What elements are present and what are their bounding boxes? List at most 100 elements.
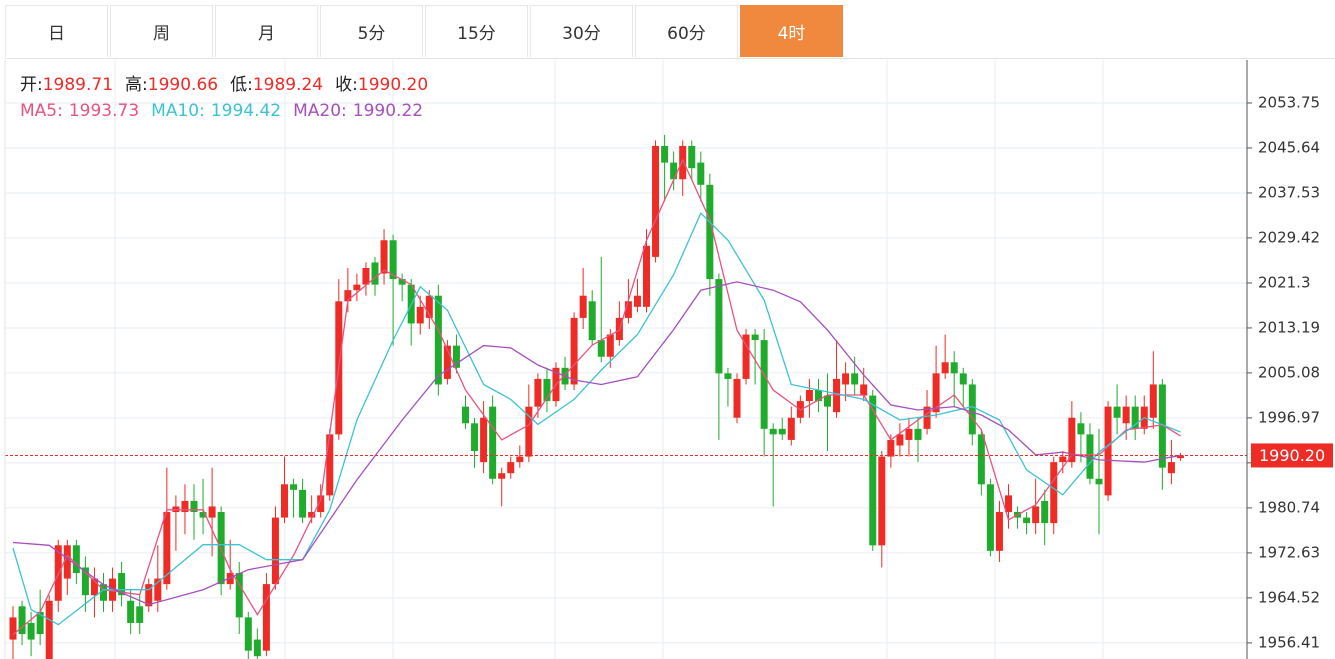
legend-item: MA20: 1990.22 [293,101,423,121]
candle-body [923,406,931,429]
y-tick-label: 1964.52 [1258,588,1320,606]
candle-body [977,434,985,485]
period-tab[interactable]: 月 [215,5,318,57]
candle-body [896,434,904,446]
ohlc-label: 高: [125,75,148,95]
candle-body [1077,423,1085,435]
last-price-label: 1990.20 [1259,446,1325,465]
candle-body [18,606,26,635]
period-tab[interactable]: 15分 [425,5,528,57]
candle-body [1005,495,1012,513]
candle-body [950,362,958,374]
candle-body [1167,462,1175,474]
candle-body [887,439,895,457]
legend-value: 1993.73 [68,101,140,121]
ohlc-label: 低: [230,75,253,95]
period-tab[interactable]: 60分 [635,5,738,57]
legend-item: MA10: 1994.42 [151,101,281,121]
candle-body [163,512,171,585]
candle-body [308,512,316,518]
candle-body [434,295,442,385]
period-tab[interactable]: 周 [110,5,213,57]
period-tab[interactable]: 5分 [320,5,423,57]
candle-body [281,484,288,518]
info-panel: 开:1989.71 高:1990.66 低:1989.24 收:1990.20 MA5… [20,72,440,124]
candle-body [1050,462,1058,524]
candle-body [190,500,198,513]
candle-body [842,373,850,385]
candle-body [751,334,759,341]
candle-body [443,345,451,379]
candle-body [869,395,877,546]
legend-item: MA5: 1993.73 [20,101,139,121]
y-tick-label: 2021.3 [1258,273,1311,291]
candle-body [489,406,497,479]
candle-body [416,306,424,324]
candle-body [688,145,696,169]
candle-body [1158,384,1166,468]
candle-body [724,373,732,379]
candle-body [1041,500,1049,524]
candle-body [670,162,678,180]
candle-body [326,434,334,496]
candle-body [127,600,135,623]
candle-body [1059,456,1067,463]
candle-body [679,145,687,180]
ohlc-item: 低:1989.24 [230,75,323,95]
candle-body [208,506,216,518]
ma-line [12,281,1181,606]
y-tick-label: 2053.75 [1258,93,1320,111]
ohlc-label: 开: [20,75,43,95]
ohlc-value: 1990.20 [357,75,429,95]
y-tick-label: 2005.08 [1258,363,1320,381]
candle-body [1032,506,1040,524]
y-tick-label: 2029.42 [1258,228,1320,246]
y-tick-label: 1980.74 [1258,498,1320,516]
period-tab[interactable]: 30分 [530,5,633,57]
candle-body [534,378,542,407]
candle-body [643,245,650,307]
candle-body [525,406,533,457]
candle-body [1068,417,1076,463]
candle-body [1023,517,1031,524]
candle-body [697,162,705,185]
period-tab[interactable]: 日 [5,5,108,57]
candle-body [118,573,126,596]
candle-body [290,484,298,490]
candle-body [235,573,243,618]
legend-name: MA10: [151,101,205,121]
ohlc-label: 收: [335,75,358,95]
y-tick-label: 1972.63 [1258,543,1320,561]
candle-body [63,545,71,579]
candle-body [1122,406,1130,424]
candle-body [398,279,406,285]
candle-body [570,317,578,385]
candle-body [986,484,994,551]
candle-body [90,578,98,596]
ma-line [12,158,1181,636]
candle-body [389,240,397,280]
legend-name: MA5: [20,101,63,121]
candle-body [932,373,940,413]
candle-body [45,600,53,659]
candle-body [145,584,153,607]
y-tick-label: 2045.64 [1258,138,1320,156]
candle-body [814,390,822,402]
candle-body [344,290,352,302]
ohlc-item: 高:1990.66 [125,75,218,95]
candle-body [1095,478,1103,485]
candle-body [914,428,922,440]
legend-value: 1994.42 [210,101,282,121]
candle-body [706,184,714,280]
period-tab[interactable]: 4时 [740,5,843,57]
y-tick-label: 1996.97 [1258,408,1320,426]
candle-body [9,617,17,640]
candle-body [244,617,252,651]
time-grid [114,60,1104,659]
candle-body [452,345,460,368]
candle-body [299,489,307,518]
candle-body [154,578,162,601]
ohlc-value: 1990.66 [147,75,219,95]
